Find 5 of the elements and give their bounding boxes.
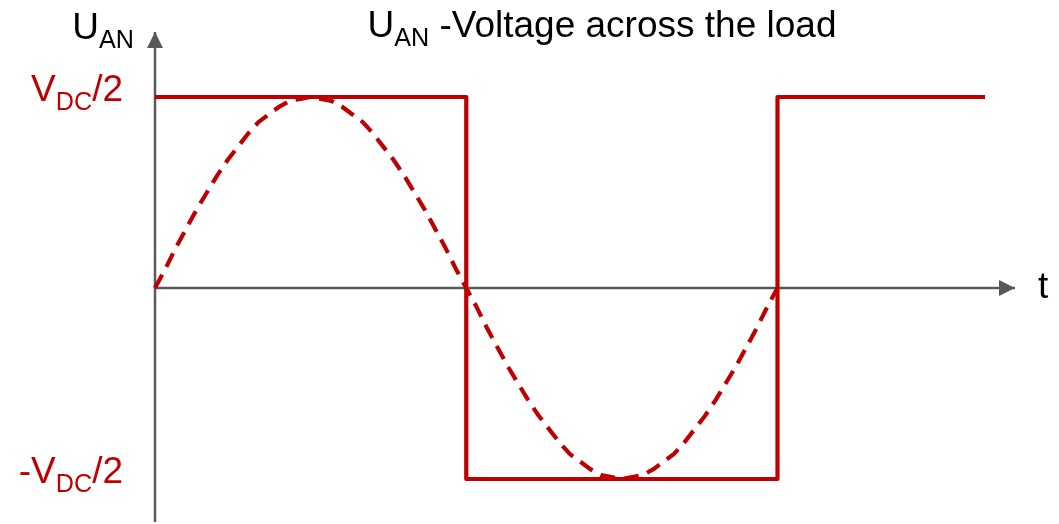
x-axis-title: t — [1038, 265, 1049, 306]
text: V$_{DC}$/2 — [31, 68, 123, 115]
y-axis-title: U$_{AN}$ — [72, 6, 134, 53]
text: -V$_{DC}$/2 — [18, 450, 123, 497]
chart-title: U$_{AN}$ -Voltage across the load — [367, 4, 837, 51]
